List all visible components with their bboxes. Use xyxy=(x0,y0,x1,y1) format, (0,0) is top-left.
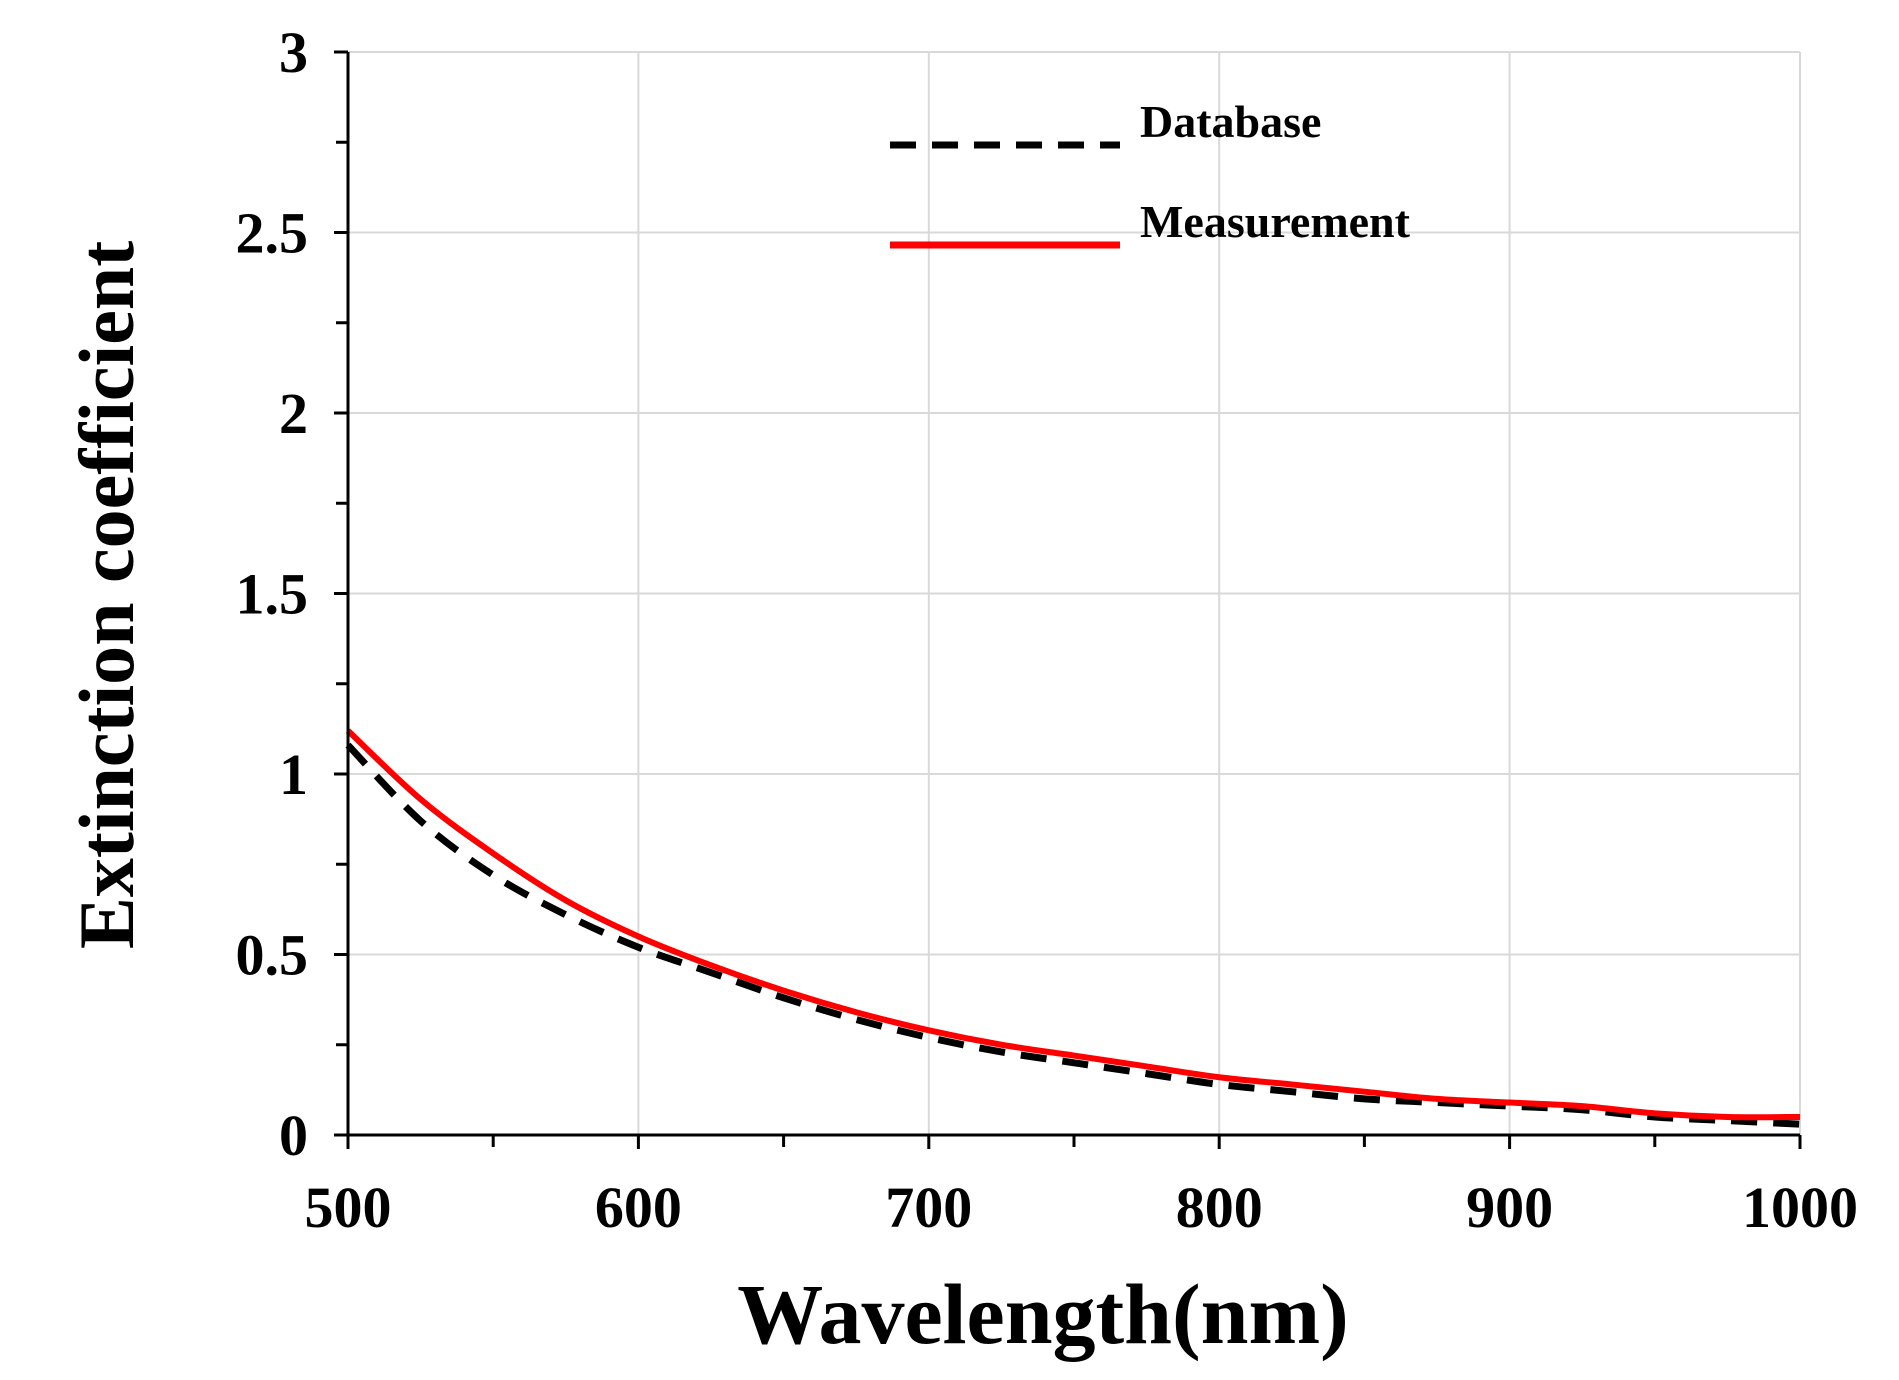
y-tick-label: 2.5 xyxy=(236,201,309,266)
y-tick-label: 3 xyxy=(279,20,308,85)
legend-label-database: Database xyxy=(1140,96,1321,147)
x-tick-label: 1000 xyxy=(1742,1175,1858,1240)
x-tick-label: 700 xyxy=(885,1175,972,1240)
x-axis-title: Wavelength(nm) xyxy=(737,1266,1349,1362)
y-tick-label: 1.5 xyxy=(236,562,309,627)
legend-label-measurement: Measurement xyxy=(1140,196,1411,247)
y-tick-label: 1 xyxy=(279,742,308,807)
x-tick-label: 500 xyxy=(305,1175,392,1240)
axes xyxy=(334,50,1802,1149)
y-tick-label: 0 xyxy=(279,1103,308,1168)
legend: Database Measurement xyxy=(890,96,1411,249)
y-tick-label: 2 xyxy=(279,381,308,446)
y-axis-title: Extinction coefficient xyxy=(63,241,150,949)
y-tick-label: 0.5 xyxy=(236,923,309,988)
x-tick-label: 800 xyxy=(1176,1175,1263,1240)
x-tick-label: 900 xyxy=(1466,1175,1553,1240)
x-tick-label: 600 xyxy=(595,1175,682,1240)
series-line-measurement xyxy=(345,728,1801,1121)
series-line-database xyxy=(345,742,1801,1128)
grid xyxy=(348,51,1801,1135)
tick-labels: 500 600 700 800 900 1000 0 0.5 1 1.5 2 2.5 3 xyxy=(236,20,1859,1240)
series-lines xyxy=(345,728,1801,1128)
